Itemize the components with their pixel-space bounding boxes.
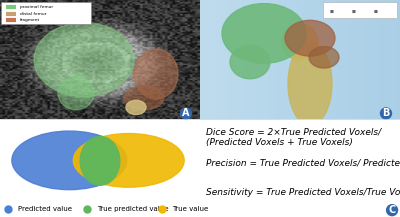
Text: Dice Score = 2×True Predicted Voxels/ (Predicted Voxels + True Voxels): Dice Score = 2×True Predicted Voxels/ (P… (206, 127, 381, 147)
Text: distal femur: distal femur (20, 12, 46, 16)
Ellipse shape (288, 42, 332, 125)
Ellipse shape (34, 23, 134, 97)
Ellipse shape (12, 131, 127, 190)
Text: ■: ■ (330, 10, 334, 14)
Text: ■: ■ (352, 10, 356, 14)
Text: fragment: fragment (20, 18, 40, 22)
Ellipse shape (124, 86, 164, 110)
Text: Predicted value: Predicted value (18, 206, 72, 212)
Ellipse shape (282, 24, 318, 60)
Ellipse shape (222, 3, 306, 63)
FancyBboxPatch shape (1, 2, 91, 25)
Text: proximal femur: proximal femur (20, 5, 53, 9)
Ellipse shape (285, 20, 335, 56)
Ellipse shape (126, 100, 146, 115)
Ellipse shape (58, 76, 94, 110)
Ellipse shape (230, 45, 270, 79)
Text: B: B (382, 108, 390, 118)
Ellipse shape (134, 49, 178, 99)
Ellipse shape (73, 133, 184, 187)
Ellipse shape (309, 47, 339, 68)
Text: True value: True value (172, 206, 208, 212)
FancyBboxPatch shape (323, 2, 397, 18)
Text: Sensitivity = True Predicted Voxels/True Voxels.: Sensitivity = True Predicted Voxels/True… (206, 188, 400, 197)
Ellipse shape (80, 136, 120, 185)
Text: True predicted value: True predicted value (97, 206, 168, 212)
Text: A: A (182, 108, 190, 118)
Text: Precision = True Predicted Voxels/ Predicted Voxels: Precision = True Predicted Voxels/ Predi… (206, 159, 400, 168)
Text: ■: ■ (374, 10, 378, 14)
Text: C: C (388, 205, 396, 215)
